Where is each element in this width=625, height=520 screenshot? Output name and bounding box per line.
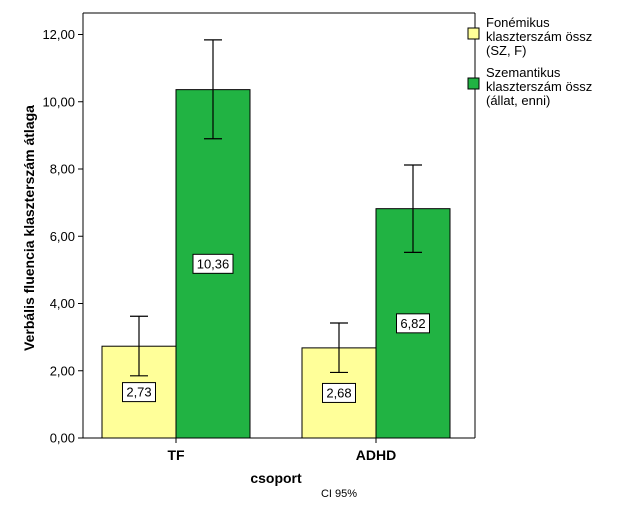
y-tick-label: 10,00: [42, 94, 75, 109]
legend-label: klaszterszám össz: [486, 29, 592, 44]
x-tick-label: TF: [167, 447, 185, 463]
data-label: 2,68: [326, 385, 351, 400]
data-label: 6,82: [400, 316, 425, 331]
legend-label: Szemantikus: [486, 65, 561, 80]
data-label-box: [322, 382, 356, 403]
x-axis-title: csoport: [250, 470, 302, 486]
legend-swatch: [467, 27, 480, 40]
legend-label: (állat, enni): [486, 93, 550, 108]
y-axis-title: Verbális fluencia klaszterszám átlaga: [21, 105, 37, 351]
data-label: 10,36: [197, 256, 230, 271]
data-labels-layer: 2,73 10,36 2,68 6,82: [122, 253, 430, 403]
data-label: 2,73: [126, 385, 151, 400]
legend-label: Fonémikus: [486, 15, 550, 30]
legend-swatch: [467, 77, 480, 90]
y-tick-label: 12,00: [42, 27, 75, 42]
ci-note: CI 95%: [321, 488, 357, 500]
error-bars-layer: [130, 39, 422, 377]
y-tick-label: 0,00: [50, 431, 75, 446]
data-label-box: [122, 382, 156, 403]
y-tick-label: 8,00: [50, 162, 75, 177]
legend-label: (SZ, F): [486, 43, 526, 58]
data-label-box: [192, 253, 234, 274]
y-tick-label: 2,00: [50, 363, 75, 378]
x-tick-label: ADHD: [356, 447, 396, 463]
data-label-box: [396, 313, 430, 334]
axes-layer: 0,00 2,00 4,00 6,00 8,00 10,00 12,00 TF ADHD: [42, 12, 476, 463]
legend-label: klaszterszám össz: [486, 79, 592, 94]
y-tick-label: 6,00: [50, 229, 75, 244]
y-tick-label: 4,00: [50, 296, 75, 311]
